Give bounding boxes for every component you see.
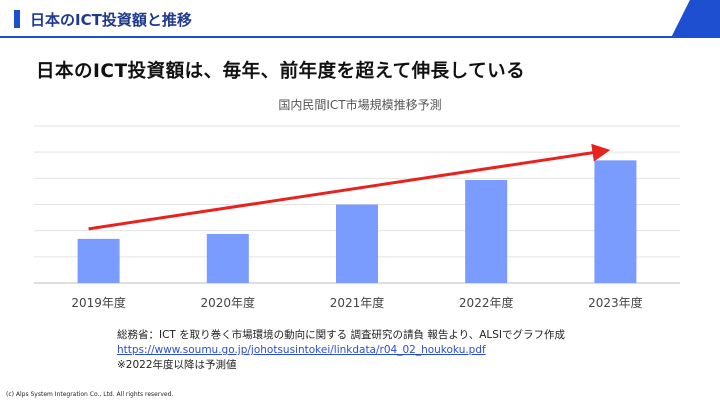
bar xyxy=(336,204,378,283)
forecast-note: ※2022年度以降は予測値 xyxy=(117,359,237,371)
slide-section-title: 日本のICT投資額と推移 xyxy=(30,11,192,29)
header-accent-mark xyxy=(14,10,20,28)
x-tick-label: 2022年度 xyxy=(459,295,514,310)
trend-arrow xyxy=(88,143,611,231)
bar xyxy=(465,179,508,283)
bar xyxy=(77,238,120,283)
source-note: 総務省：ICT を取り巻く市場環境の動向に関する 調査研究の請負 報告より、AL… xyxy=(117,329,566,341)
x-tick-label: 2020年度 xyxy=(201,295,256,310)
slide-headline: 日本のICT投資額は、毎年、前年度を超えて伸長している xyxy=(36,61,526,82)
bar xyxy=(206,233,249,283)
source-link[interactable]: https://www.soumu.go.jp/johotsusintokei/… xyxy=(117,344,486,356)
x-tick-label: 2021年度 xyxy=(330,295,385,310)
header-background xyxy=(0,0,720,38)
bar-chart: 2019年度 2020年度 2021年度 2022年度 2023年度 国内民間ICT市場… xyxy=(0,88,720,318)
chart-title: 国内民間ICT市場規模推移予測 xyxy=(278,98,442,112)
bar xyxy=(594,160,637,283)
chart-svg: 2019年度 2020年度 2021年度 2022年度 2023年度 xyxy=(34,125,680,310)
x-tick-label: 2023年度 xyxy=(588,295,643,310)
copyright-text: (c) Alps System Integration Co., Ltd. Al… xyxy=(6,391,174,398)
x-tick-label: 2019年度 xyxy=(71,295,126,310)
header-bar: 日本のICT投資額と推移 xyxy=(0,0,720,38)
footnote: 総務省：ICT を取り巻く市場環境の動向に関する 調査研究の請負 報告より、AL… xyxy=(117,328,565,373)
